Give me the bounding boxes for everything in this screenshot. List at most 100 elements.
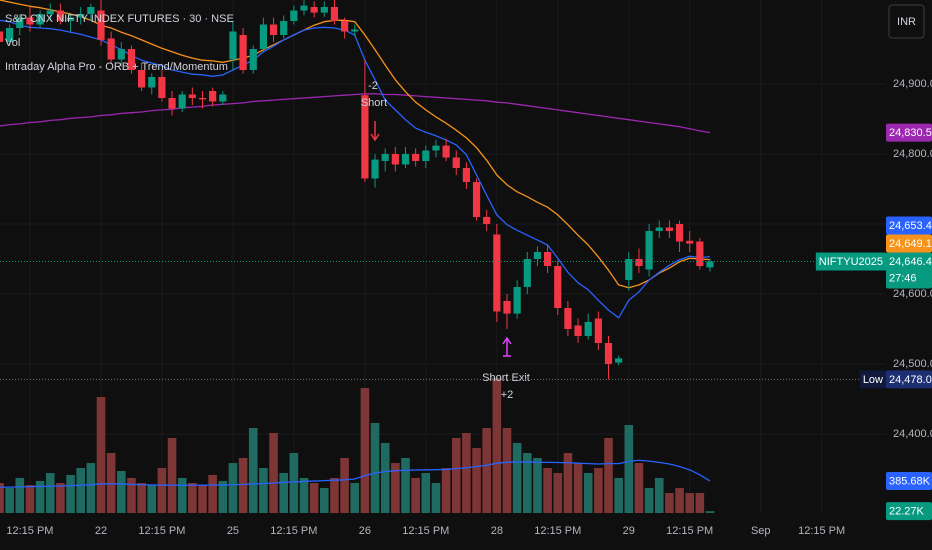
candle-body (422, 150, 430, 161)
volume-bar (451, 437, 461, 513)
candle-body (472, 182, 481, 217)
x-tick-label: 25 (227, 525, 239, 537)
volume-bar (127, 477, 136, 513)
volume-bar (66, 474, 75, 513)
candle-body (544, 252, 552, 266)
signal-label: +2 (501, 389, 514, 401)
x-tick-label: 28 (491, 525, 503, 537)
x-tick-label: 12:15 PM (666, 525, 713, 537)
x-tick-label: 22 (95, 525, 107, 537)
currency-button-label[interactable]: INR (897, 16, 916, 28)
candle-body (432, 145, 440, 151)
candle-body (148, 77, 156, 88)
volume-bar (15, 477, 25, 513)
volume-bar (330, 477, 339, 513)
currency-button[interactable]: INR (888, 4, 925, 39)
candle-body (87, 7, 95, 14)
volume-bar (421, 472, 431, 513)
candle-body (635, 259, 643, 266)
x-tick-label: 12:15 PM (798, 525, 845, 537)
x-tick-label: 12:15 PM (138, 525, 185, 537)
candle-body (46, 10, 54, 14)
symbol-tag-label: Low (863, 374, 883, 386)
price-tag-label: 24,646.40 (889, 256, 932, 268)
price-tag-label: 24,649.12 (889, 238, 932, 250)
volume-bar (523, 452, 532, 513)
candle-body (381, 154, 389, 161)
candle-body (675, 224, 684, 242)
volume-bar (462, 432, 471, 513)
candle-body (493, 234, 501, 312)
volume-bar (441, 468, 451, 513)
x-tick-label: 29 (623, 525, 635, 537)
volume-bar (685, 492, 694, 513)
x-tick-label: 12:15 PM (270, 525, 317, 537)
candle-body (6, 28, 14, 42)
volume-bar (594, 468, 603, 513)
volume-bar (177, 477, 187, 513)
symbol-tag (859, 370, 886, 389)
volume-bar (482, 427, 491, 513)
price-tag-label: 22.27K (889, 506, 925, 518)
candle-body (625, 259, 633, 280)
volume-bar (340, 457, 349, 513)
y-tick-label: 24,600.00 (893, 288, 932, 300)
candle-body (209, 91, 217, 102)
x-tick-label: 26 (359, 525, 371, 537)
candle-body (615, 358, 623, 363)
symbol-tag-label: NIFTYU2025 (819, 256, 883, 268)
candle-body (229, 31, 237, 60)
volume-bar (320, 488, 329, 513)
candle-body (219, 94, 227, 102)
moving-average-line (0, 0, 711, 289)
price-tag-label: 24,830.58 (889, 127, 932, 139)
candle-body (391, 154, 399, 165)
y-tick-label: 24,500.00 (893, 358, 932, 370)
price-tag (886, 502, 932, 521)
volume-bar (0, 482, 4, 513)
x-tick-label: 12:15 PM (6, 525, 53, 537)
volume-bar (370, 422, 380, 513)
candle-body (594, 318, 602, 343)
volume-bar (35, 480, 45, 513)
volume-bar (512, 442, 522, 513)
symbol-tag (815, 252, 886, 271)
candle-body (97, 10, 105, 40)
candle-body (706, 261, 714, 268)
volume-bar (279, 472, 288, 513)
price-tag (886, 216, 932, 235)
volume-bar (228, 463, 238, 513)
candle-body (0, 31, 4, 42)
volume-bar (563, 452, 573, 513)
candle-body (56, 10, 64, 21)
volume-bar (259, 468, 268, 513)
candle-body (523, 259, 531, 287)
volume-bar (96, 396, 106, 513)
candle-body (66, 17, 75, 21)
candle-body (77, 14, 85, 18)
candle-body (452, 157, 460, 168)
candle-body (290, 10, 298, 21)
candle-body (158, 77, 166, 98)
candle-body (127, 49, 136, 70)
signal-arrow-head (502, 336, 512, 345)
candle-body (138, 70, 146, 88)
volume-bar (654, 477, 664, 513)
chart-title: S&P CNX NIFTY INDEX FUTURES · 30 · NSE (5, 13, 234, 25)
legend: S&P CNX NIFTY INDEX FUTURES · 30 · NSE V… (5, 13, 234, 73)
signal-arrow-head (370, 133, 380, 142)
volume-bar (218, 480, 228, 513)
y-tick-label: 24,900.00 (893, 78, 932, 90)
volume-bar (86, 463, 96, 513)
volume-bar (157, 468, 167, 513)
currency-button-box[interactable] (888, 4, 925, 39)
indicator-label: Vol (5, 37, 20, 49)
candle-body (483, 217, 491, 224)
candle-body (300, 5, 308, 11)
volume-bar (391, 463, 400, 513)
price-tags: 24,646.40 27:46 NIFTYU2025 24,649.12 24,653.… (815, 123, 932, 521)
candle-body (655, 227, 663, 231)
candle-body (330, 7, 339, 21)
candle-body (574, 325, 582, 336)
